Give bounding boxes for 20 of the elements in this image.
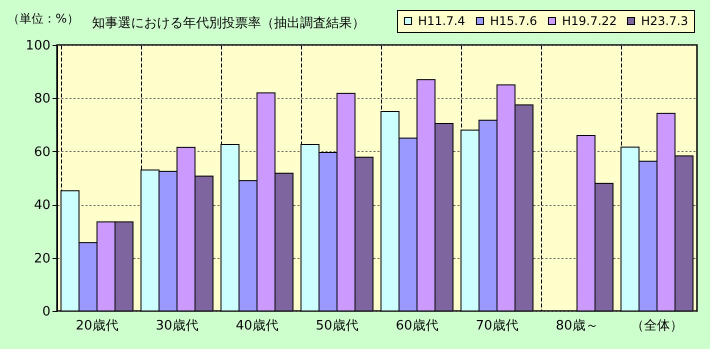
y-tick-label: 40	[34, 198, 50, 214]
y-tick-label: 80	[34, 92, 50, 107]
y-tick-label: 20	[34, 251, 50, 266]
x-tick-label: 60歳代	[396, 318, 438, 334]
legend-label: H23.7.3	[641, 14, 688, 28]
y-tick-label: 100	[26, 38, 50, 54]
legend-label: H15.7.6	[490, 14, 538, 28]
y-axis-title: （単位：%）	[8, 12, 79, 26]
y-tick-label: 60	[34, 144, 50, 160]
x-tick-label: 30歳代	[156, 318, 198, 334]
x-tick-label: 40歳代	[236, 318, 278, 334]
chart-title: 知事選における年代別投票率（抽出調査結果）	[92, 15, 365, 31]
x-tick-label: 20歳代	[76, 318, 118, 334]
x-tick-label: （全体）	[631, 318, 683, 334]
legend-label: H11.7.4	[418, 14, 466, 28]
x-tick-label: 50歳代	[316, 318, 358, 334]
x-tick-label: 70歳代	[476, 318, 518, 334]
x-tick-label: 80歳～	[556, 318, 598, 334]
y-tick-label: 0	[42, 304, 50, 320]
legend-label: H19.7.22	[562, 14, 617, 28]
